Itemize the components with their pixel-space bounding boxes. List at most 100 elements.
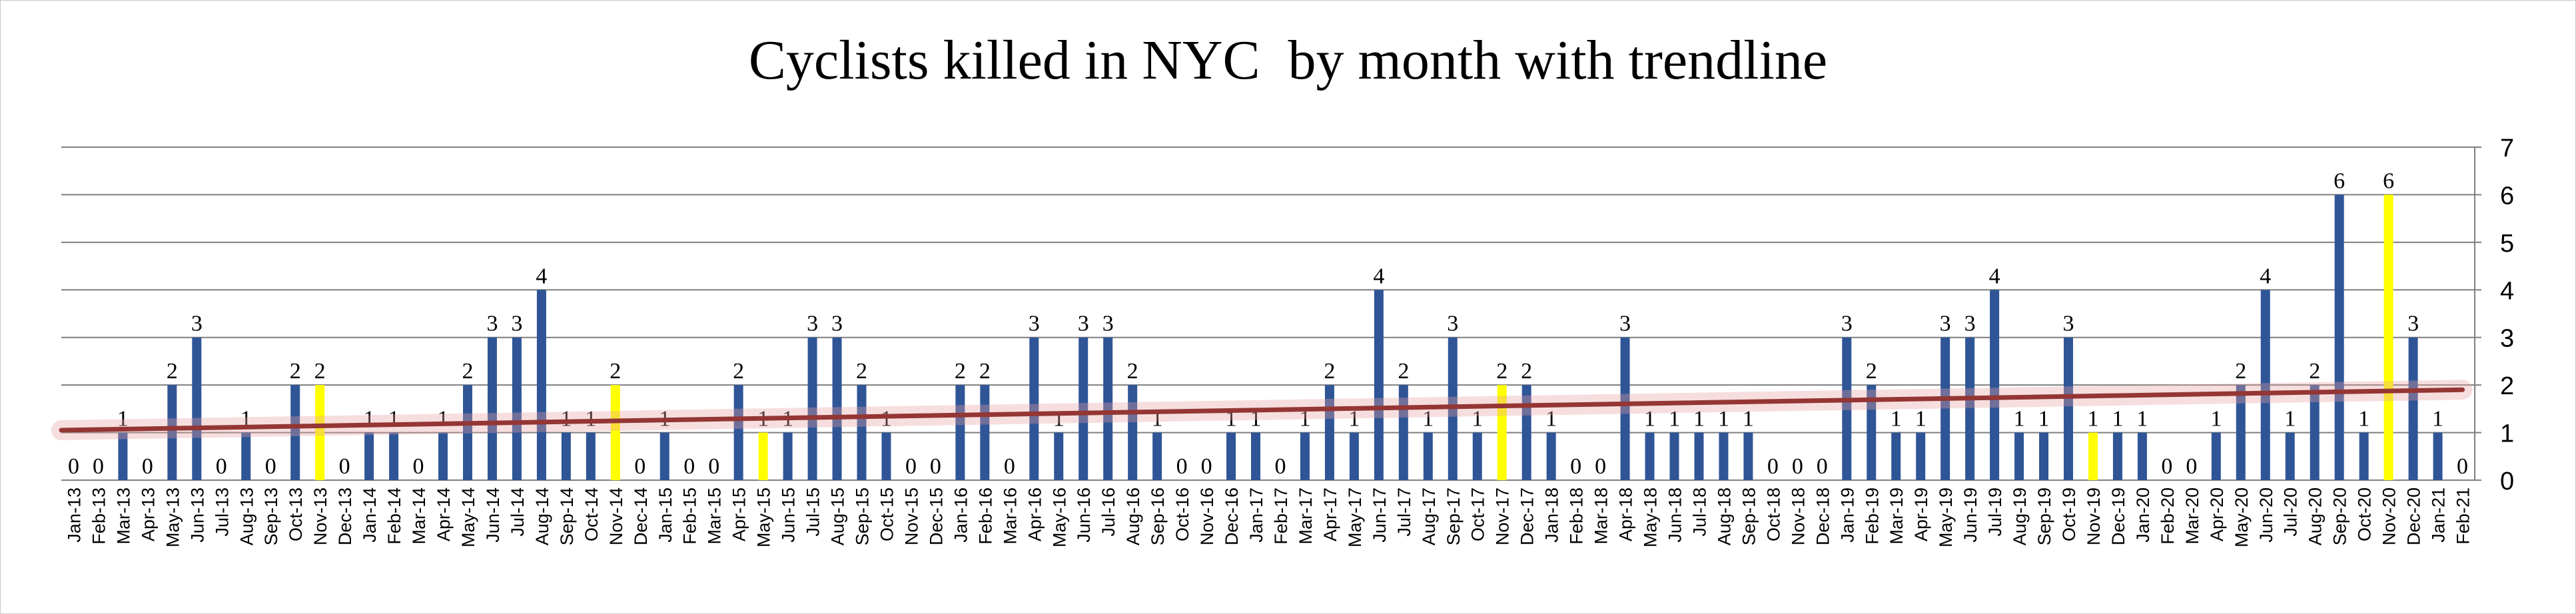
bar: [758, 432, 768, 480]
bar: [1694, 432, 1704, 480]
x-tick-label: Sep-14: [557, 487, 577, 545]
data-label: 2: [167, 359, 178, 384]
x-tick-label: Jan-14: [360, 487, 380, 543]
bar: [2039, 432, 2049, 480]
data-label: 3: [486, 312, 498, 336]
x-tick-label: Mar-15: [705, 487, 725, 545]
y-tick-label: 4: [2500, 277, 2514, 305]
bar: [1078, 337, 1088, 480]
bar: [1226, 432, 1236, 480]
x-tick-label: Mar-19: [1887, 487, 1907, 545]
data-label: 3: [1964, 312, 1976, 336]
x-tick-label: Aug-20: [2306, 487, 2326, 545]
x-tick-label: Feb-18: [1567, 487, 1587, 545]
data-label: 2: [1866, 359, 1877, 384]
chart-title: Cyclists killed in NYC by month with tre…: [748, 29, 1828, 91]
data-label: 1: [1891, 407, 1902, 432]
bar: [2408, 337, 2418, 480]
x-tick-label: Jun-13: [187, 487, 207, 543]
bar: [118, 432, 128, 480]
bar: [1743, 432, 1753, 480]
x-tick-label: Jun-16: [1074, 487, 1094, 543]
x-tick-label: Apr-20: [2207, 487, 2227, 541]
data-label: 0: [1595, 454, 1606, 479]
bar: [2088, 432, 2098, 480]
data-label: 0: [216, 454, 227, 479]
x-tick-label: Nov-20: [2379, 487, 2399, 545]
data-label: 0: [1201, 454, 1212, 479]
x-tick-label: Oct-17: [1468, 487, 1488, 541]
x-tick-label: May-15: [754, 487, 774, 547]
data-label: 3: [2063, 312, 2074, 336]
bar: [832, 337, 842, 480]
x-tick-label: Jul-15: [803, 487, 823, 537]
bar: [2236, 385, 2246, 480]
data-label: 1: [2112, 407, 2123, 432]
x-tick-label: Sep-20: [2330, 487, 2350, 545]
data-label: 3: [191, 312, 203, 336]
x-tick-label: May-14: [458, 487, 478, 547]
data-label: 4: [536, 264, 547, 288]
x-tick-label: Feb-21: [2453, 487, 2473, 545]
bar: [1842, 337, 1852, 480]
x-tick-label: Jul-13: [212, 487, 232, 537]
bar: [2310, 385, 2320, 480]
x-tick-label: Nov-16: [1197, 487, 1217, 545]
x-tick-label: Feb-17: [1271, 487, 1291, 545]
x-tick-label: Oct-14: [582, 487, 602, 541]
bar: [980, 385, 990, 480]
x-tick-label: Dec-19: [2108, 487, 2128, 545]
x-tick-label: Sep-15: [853, 487, 873, 545]
data-label: 0: [413, 454, 424, 479]
x-tick-label: Aug-17: [1419, 487, 1439, 545]
x-tick-label: Oct-19: [2059, 487, 2079, 541]
data-label: 1: [585, 407, 596, 432]
data-label: 2: [979, 359, 991, 384]
data-label: 1: [1644, 407, 1655, 432]
x-tick-label: Dec-18: [1813, 487, 1833, 545]
bar: [1128, 385, 1138, 480]
bar: [1669, 432, 1679, 480]
x-tick-label: Dec-15: [926, 487, 946, 545]
bar: [1891, 432, 1901, 480]
data-label: 2: [955, 359, 966, 384]
x-tick-label: Aug-15: [828, 487, 848, 545]
x-tick-label: Jul-16: [1098, 487, 1118, 537]
x-tick-label: Nov-19: [2084, 487, 2104, 545]
y-tick-label: 2: [2500, 372, 2514, 400]
x-tick-label: Dec-17: [1517, 487, 1537, 545]
bar: [807, 337, 817, 480]
x-tick-label: Jan-18: [1542, 487, 1562, 543]
bar: [2064, 337, 2074, 480]
bar: [1300, 432, 1310, 480]
x-tick-label: Jan-17: [1246, 487, 1266, 543]
bar: [1349, 432, 1359, 480]
bar: [2112, 432, 2122, 480]
data-label: 1: [881, 407, 892, 432]
data-label: 3: [1841, 312, 1853, 336]
bar: [955, 385, 965, 480]
x-tick-label: Sep-19: [2034, 487, 2054, 545]
x-tick-label: Oct-16: [1172, 487, 1192, 541]
data-label: 2: [462, 359, 473, 384]
data-label: 6: [2383, 168, 2394, 193]
x-tick-label: Jul-18: [1689, 487, 1709, 537]
x-tick-label: Jun-20: [2256, 487, 2276, 543]
x-tick-label: Sep-18: [1739, 487, 1759, 545]
bar: [1521, 385, 1531, 480]
data-label: 0: [905, 454, 917, 479]
bar: [1940, 337, 1950, 480]
bar: [2285, 432, 2295, 480]
x-tick-label: Aug-13: [236, 487, 256, 545]
data-label: 0: [930, 454, 941, 479]
x-tick-label: Jan-13: [64, 487, 84, 543]
data-label: 1: [1669, 407, 1680, 432]
bar: [536, 290, 546, 480]
bar: [2014, 432, 2024, 480]
data-label: 0: [93, 454, 104, 479]
data-label: 1: [2087, 407, 2098, 432]
bar: [1423, 432, 1433, 480]
x-tick-label: Aug-16: [1123, 487, 1143, 545]
data-label: 0: [68, 454, 79, 479]
x-tick-label: May-17: [1345, 487, 1365, 547]
